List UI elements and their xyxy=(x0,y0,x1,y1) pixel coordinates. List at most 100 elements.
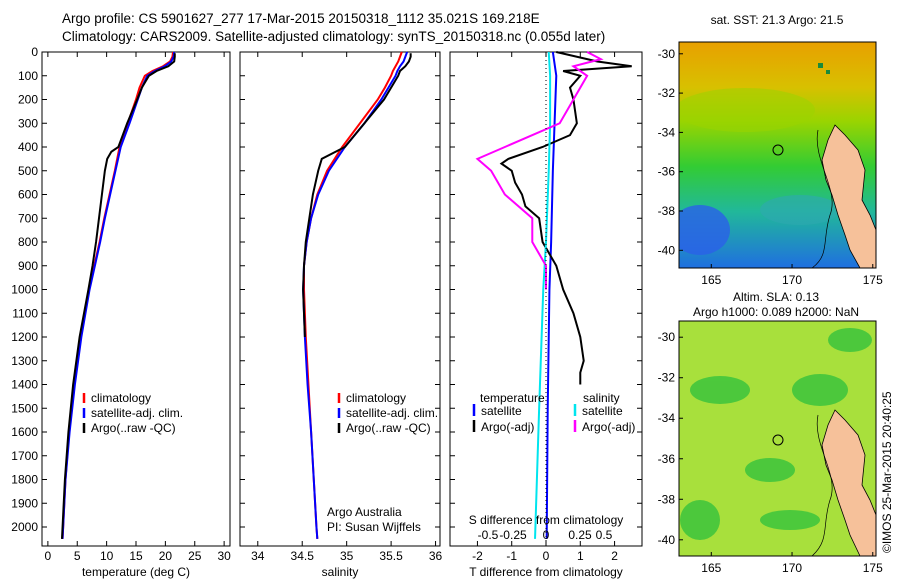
difference-legend-title: temperature xyxy=(480,391,545,405)
salinity-plot-frame xyxy=(239,51,441,547)
difference-plot-frame xyxy=(449,51,643,547)
temperature-ytick-label: 1200 xyxy=(11,330,38,344)
sst-ytick-label: -36 xyxy=(658,165,676,179)
temperature-xtick-label: 0 xyxy=(45,549,52,563)
sla-float-location-marker xyxy=(772,434,784,446)
difference-legend-label: satellite xyxy=(582,404,623,418)
temperature-xtick-label: 5 xyxy=(74,549,81,563)
sst-ytick-label: -32 xyxy=(658,86,676,100)
temperature-ytick-label: 1100 xyxy=(12,306,38,320)
temperature-xtick-label: 30 xyxy=(217,549,231,563)
sla-xtick-label: 175 xyxy=(863,561,883,575)
temperature-ytick-label: 1000 xyxy=(11,283,38,297)
temperature-xtick-label: 20 xyxy=(159,549,173,563)
salinity-xtick-label: 34.5 xyxy=(291,549,315,563)
temperature-ytick-label: 900 xyxy=(18,259,38,273)
difference-legend-label: Argo(-adj) xyxy=(481,420,534,434)
temperature-ytick-label: 300 xyxy=(18,116,38,130)
difference-series-salinity-argo-adj- xyxy=(475,51,604,290)
salinity-xtick-label: 36 xyxy=(429,549,443,563)
sla-ytick-label: -36 xyxy=(658,452,676,466)
difference-legend-label: satellite xyxy=(481,404,522,418)
sst-xtick-label: 170 xyxy=(782,273,802,287)
temperature-ytick-label: 700 xyxy=(18,211,38,225)
salinity-legend-label: Argo(..raw -QC) xyxy=(346,421,431,435)
difference-x2tick-label: 0.5 xyxy=(596,528,613,542)
difference-xtick-label: -2 xyxy=(472,549,483,563)
sla-ytick-label: -34 xyxy=(658,411,676,425)
sla-ytick-label: -30 xyxy=(658,330,676,344)
sla-map-subtitle: Argo h1000: 0.089 h2000: NaN xyxy=(693,305,859,319)
figure-title: Argo profile: CS 5901627_277 17-Mar-2015… xyxy=(62,11,540,26)
sst-ytick-label: -30 xyxy=(658,47,676,61)
sst-ytick-label: -38 xyxy=(658,204,676,218)
temperature-ytick-label: 1500 xyxy=(11,401,38,415)
sla-land xyxy=(821,409,876,556)
timestamp: ©IMOS 25-Mar-2015 20:40:25 xyxy=(880,391,894,553)
credit-institution: Argo Australia xyxy=(327,505,402,519)
temperature-ytick-label: 2000 xyxy=(11,520,38,534)
temperature-ytick-label: 1700 xyxy=(11,449,38,463)
sst-xtick-label: 175 xyxy=(863,273,883,287)
difference-x2tick-label: 0 xyxy=(543,528,550,542)
difference-x2tick-label: 0.25 xyxy=(568,528,592,542)
salinity-xtick-label: 34 xyxy=(251,549,265,563)
temperature-ytick-label: 200 xyxy=(18,93,38,107)
difference-series-temperature-argo-adj- xyxy=(499,51,632,385)
temperature-ytick-label: 1600 xyxy=(11,425,38,439)
difference-xtick-label: 1 xyxy=(577,549,584,563)
sla-ytick-label: -32 xyxy=(658,371,676,385)
temperature-series-argo-raw-qc- xyxy=(60,53,176,539)
difference-series-temperature-satellite xyxy=(545,51,558,539)
sst-xtick-label: 165 xyxy=(701,273,721,287)
temperature-legend-label: Argo(..raw -QC) xyxy=(91,421,176,435)
difference-xtick-label: -1 xyxy=(506,549,517,563)
sla-xtick-label: 170 xyxy=(782,561,802,575)
difference-legend-title: salinity xyxy=(583,391,620,405)
temperature-ytick-label: 400 xyxy=(18,140,38,154)
sst-map-title: sat. SST: 21.3 Argo: 21.5 xyxy=(711,13,844,27)
salinity-legend-label: satellite-adj. clim. xyxy=(346,406,438,420)
salinity-legend-label: climatology xyxy=(346,391,406,405)
temperature-xlabel: temperature (deg C) xyxy=(82,565,190,579)
temperature-ytick-label: 1400 xyxy=(11,378,38,392)
temperature-xtick-label: 10 xyxy=(100,549,114,563)
panel-temperature: 0 5 10 15 20 25 300100200300400500600700800900… xyxy=(11,45,231,579)
temperature-ytick-label: 100 xyxy=(18,69,38,83)
salinity-xtick-label: 35 xyxy=(340,549,354,563)
credit-pi: PI: Susan Wijffels xyxy=(327,520,421,534)
sst-float-location-marker xyxy=(772,144,784,156)
sla-map xyxy=(678,320,877,557)
sst-ytick-label: -34 xyxy=(658,125,676,139)
temperature-ytick-label: 1800 xyxy=(11,473,38,487)
temperature-legend-label: satellite-adj. clim. xyxy=(91,406,183,420)
difference-x2tick-label: -0.5 xyxy=(478,528,499,542)
temperature-ytick-label: 1300 xyxy=(11,354,38,368)
difference-xlabel: T difference from climatology xyxy=(469,565,623,579)
temperature-xtick-label: 25 xyxy=(188,549,202,563)
sla-axes: -30 -32 -34 -36 -38 -40 165 170 175 xyxy=(658,330,883,575)
temperature-ytick-label: 1900 xyxy=(11,496,38,510)
difference-legend: temperaturesatelliteArgo(-adj)salinitysa… xyxy=(469,52,635,546)
temperature-plot-frame xyxy=(41,51,231,547)
difference-x2tick-label: -0.25 xyxy=(499,528,527,542)
panel-difference: -2 -1 0 1 2 T difference from climatology xyxy=(449,51,643,579)
sla-map-title: Altim. SLA: 0.13 xyxy=(733,290,819,304)
temperature-xtick-label: 15 xyxy=(129,549,143,563)
figure-subtitle: Climatology: CARS2009. Satellite-adjuste… xyxy=(62,29,606,44)
temperature-legend-label: climatology xyxy=(91,391,151,405)
difference-xtick-label: 2 xyxy=(611,549,618,563)
temperature-ytick-label: 500 xyxy=(18,164,38,178)
salinity-xtick-label: 35.5 xyxy=(379,549,403,563)
sla-ytick-label: -40 xyxy=(658,533,676,547)
sla-xtick-label: 165 xyxy=(701,561,721,575)
sst-land xyxy=(821,124,876,268)
temperature-ytick-label: 800 xyxy=(18,235,38,249)
temperature-ytick-label: 0 xyxy=(31,45,38,59)
sst-ytick-label: -40 xyxy=(658,243,676,257)
